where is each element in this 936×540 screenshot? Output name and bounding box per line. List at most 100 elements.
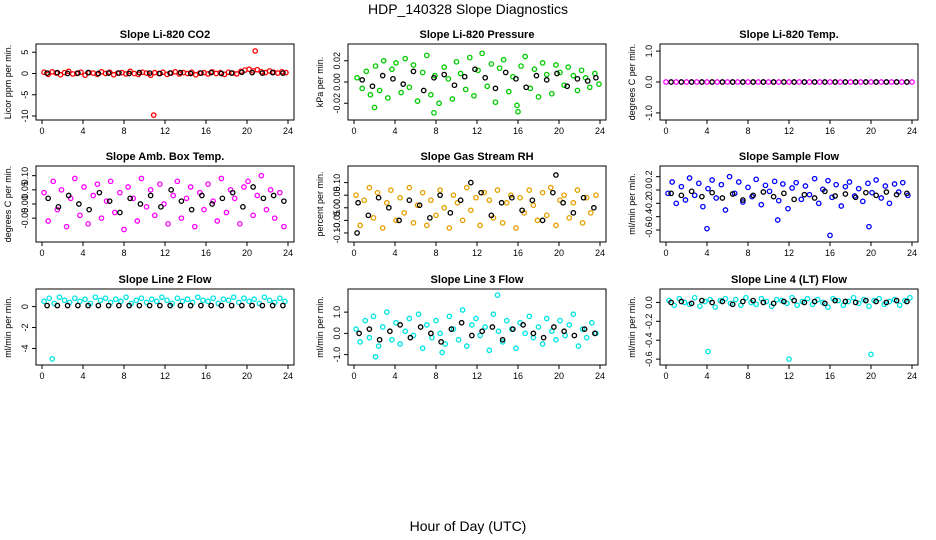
data-point [81,184,87,190]
summary-point [188,206,195,213]
data-point [370,313,377,320]
summary-point [688,79,695,85]
data-point [734,79,741,85]
x-tick-label: 12 [472,126,482,136]
summary-point [187,302,194,309]
data-point [375,343,382,349]
data-point [522,53,529,60]
summary-point [729,301,736,308]
data-point [492,99,499,106]
summary-point [699,297,705,304]
data-point [678,183,685,190]
data-point [172,68,179,75]
data-point [705,185,711,192]
data-point [802,183,809,189]
panel-title: Slope Li-820 Pressure [420,29,535,41]
panel-title: Slope Line 3 Flow [431,274,524,286]
summary-point [458,319,465,326]
summary-point [883,79,890,85]
data-point [868,79,874,85]
data-point [473,194,479,201]
x-tick-label: 4 [80,248,85,258]
summary-point [822,79,828,85]
panel-9: Slope Line 4 (LT) Flow ml/min per min. 0 4 8… [627,274,919,381]
data-point [223,209,230,216]
summary-point [822,188,828,195]
data-point [683,79,690,85]
summary-point [750,297,756,304]
data-point [410,220,417,226]
data-point [503,317,510,324]
data-point [230,294,237,301]
summary-point [554,70,560,77]
data-point [882,183,889,189]
data-point [397,194,403,201]
summary-point [801,299,808,306]
data-point [766,188,773,195]
data-point [847,79,854,85]
data-point [762,182,769,189]
y-tick-label: 0.00 [332,73,342,91]
data-point [691,192,698,199]
x-tick-label: 16 [513,371,523,381]
x-tick-label: 24 [907,248,917,258]
data-point [153,298,160,305]
summary-point [842,298,849,305]
data-point [735,179,742,185]
summary-point [259,70,266,76]
panel-title: Slope Gas Stream RH [420,151,533,163]
x-tick-label: 0 [663,248,668,258]
x-tick-label: 0 [351,248,356,258]
x-tick-label: 8 [433,371,438,381]
data-point [486,197,493,204]
y-tick-label: 1.0 [332,306,342,319]
data-point [539,189,546,196]
summary-point [137,201,144,207]
data-point [548,90,555,97]
data-point [92,294,99,301]
data-point [570,72,577,79]
x-tick-label: 8 [121,371,126,381]
summary-point [359,77,366,83]
summary-point [375,194,382,201]
data-point [673,200,680,207]
data-point [406,184,413,191]
summary-point [229,189,236,196]
summary-point [95,70,102,77]
data-point [794,302,801,309]
data-point [665,190,671,197]
data-point [174,178,181,185]
data-point [267,186,274,193]
data-point [210,198,217,205]
data-point [825,177,831,184]
data-point [846,179,853,185]
data-point [473,315,479,322]
y-tick-label: 0.0 [644,296,654,309]
data-point [459,307,466,313]
data-point [583,194,590,201]
data-point [804,295,811,302]
x-tick-label: 12 [160,248,170,258]
data-point [428,197,434,204]
summary-point [390,75,396,82]
data-point [439,349,445,356]
data-point [888,79,895,85]
y-tick-label: -0.02 [332,93,342,114]
y-tick-label: 0.10 [20,167,30,185]
data-point [423,322,430,328]
summary-point [530,330,537,337]
data-point [78,69,84,76]
summary-point [581,326,588,332]
data-point [774,217,781,223]
data-point [143,299,150,306]
data-point [806,79,813,85]
data-point [753,176,760,183]
data-point [263,206,270,213]
data-point [682,197,689,203]
data-point [183,195,190,202]
data-point [362,317,369,324]
summary-point [420,87,427,94]
summary-point [417,324,424,330]
data-point [494,187,501,193]
data-point [663,79,669,85]
